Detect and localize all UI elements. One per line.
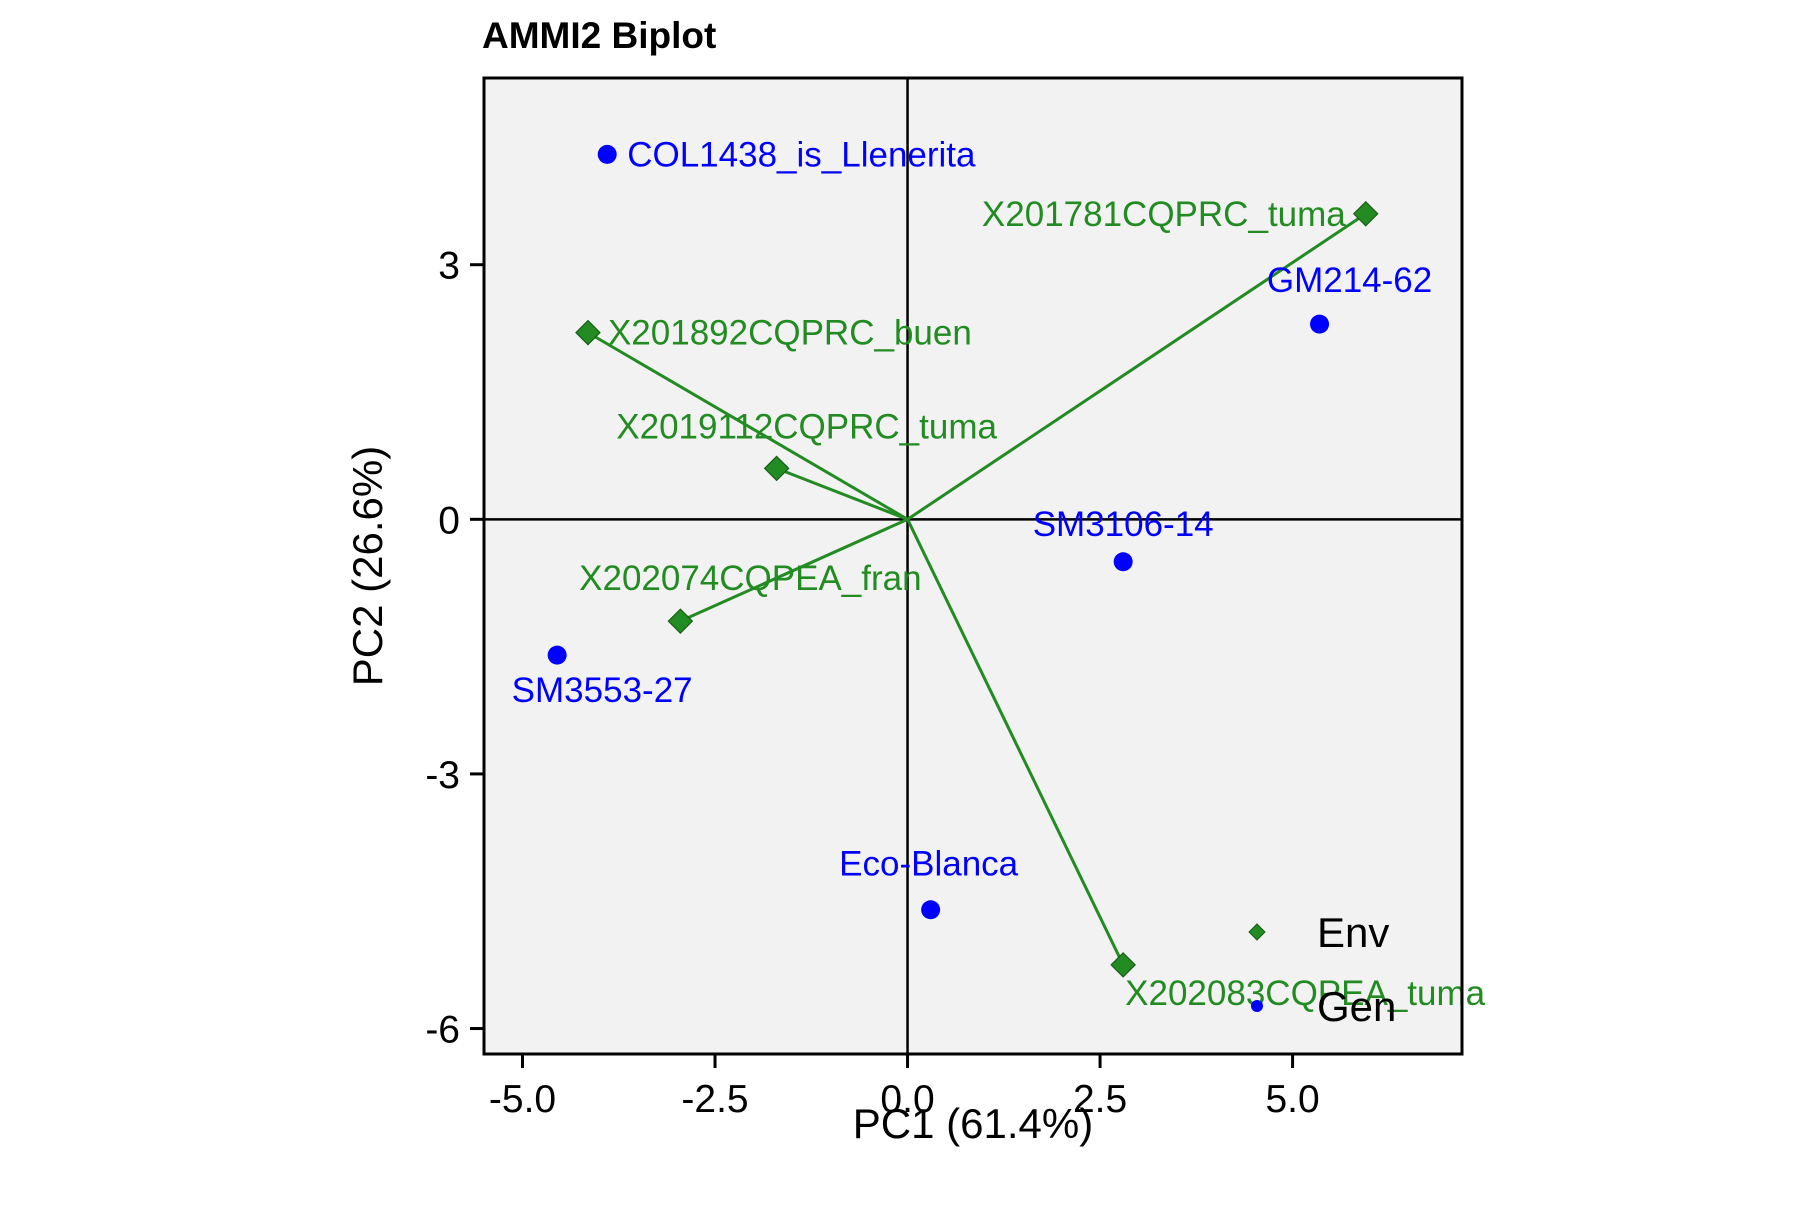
data-points [547, 144, 1379, 978]
env-vector [679, 517, 909, 623]
point-labels: X201781CQPRC_tuma X201892CQPRC_buen X20191… [512, 135, 1486, 1013]
env-vector [906, 212, 1367, 521]
x-tick-label: 2.5 [1073, 1078, 1127, 1121]
env-vector [906, 518, 1125, 966]
y-tick-label: 0 [438, 499, 460, 542]
y-tick-label: -3 [425, 754, 460, 797]
gen-point [547, 645, 567, 665]
x-tick-label: -2.5 [681, 1078, 748, 1121]
env-point [1110, 952, 1137, 978]
legend: Env Gen [1248, 909, 1396, 1030]
env-vector [587, 331, 909, 521]
chart-title: AMMI2 Biplot [482, 15, 716, 56]
gen-point [597, 144, 617, 164]
x-axis: -5.0 -2.5 0.0 2.5 5.0 [489, 1054, 1320, 1121]
x-tick-label: -5.0 [489, 1078, 556, 1121]
env-label: X201892CQPRC_buen [608, 314, 972, 353]
y-tick-label: -6 [425, 1009, 460, 1052]
env-label: X2019112CQPRC_tuma [616, 407, 997, 446]
y-tick-label: 3 [438, 245, 460, 288]
env-point [575, 319, 601, 346]
legend-label: Env [1317, 909, 1389, 956]
gen-label: SM3553-27 [512, 671, 693, 710]
gen-label: GM214-62 [1267, 261, 1432, 300]
legend-label: Gen [1317, 983, 1396, 1030]
y-axis-title: PC2 (26.6%) [344, 446, 391, 686]
env-label: X202074CQPEA_fran [579, 559, 921, 598]
y-axis: -6 -3 0 3 [425, 245, 484, 1052]
gen-label: SM3106-14 [1033, 505, 1214, 544]
env-point [667, 608, 694, 635]
x-tick-label: 5.0 [1265, 1078, 1319, 1121]
env-label: X201781CQPRC_tuma [982, 195, 1346, 234]
gen-point [1310, 314, 1330, 334]
env-point [763, 455, 790, 482]
env-vector [776, 467, 909, 521]
env-point [1352, 200, 1379, 227]
plot-panel [484, 78, 1462, 1054]
gen-label: COL1438_is_Llenerita [627, 135, 976, 174]
gen-point [1113, 552, 1133, 572]
plot-border [482, 76, 1464, 1056]
zero-lines [484, 78, 1462, 1054]
x-tick-label: 0.0 [880, 1078, 934, 1121]
env-label: X202083CQPEA_tuma [1125, 974, 1485, 1013]
env-vectors [587, 212, 1367, 966]
legend-gen-key [1251, 1000, 1263, 1012]
legend-env-key [1248, 923, 1266, 941]
gen-point [921, 900, 941, 920]
gen-label: Eco-Blanca [839, 845, 1019, 884]
x-axis-title: PC1 (61.4%) [853, 1100, 1093, 1147]
